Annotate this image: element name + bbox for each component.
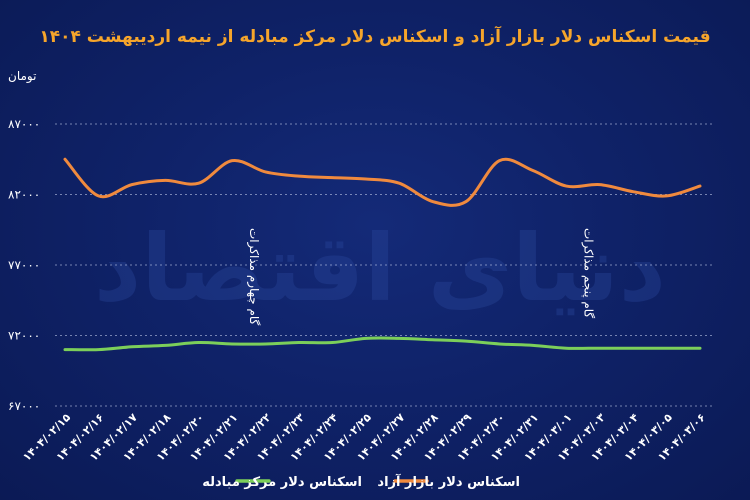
y-tick-label: ۶۷۰۰۰ <box>8 399 40 413</box>
legend: اسکناس دلار بازار آزاد اسکناس دلار مرکز م… <box>202 473 520 490</box>
x-axis-ticks: ۱۴۰۴/۰۲/۱۵۱۴۰۴/۰۲/۱۶۱۴۰۴/۰۲/۱۷۱۴۰۴/۰۲/۱۸… <box>20 411 708 464</box>
annotation-label: گام پنجم مذاکرات <box>580 228 595 318</box>
annotations: گام چهارم مذاکرات گام پنجم مذاکرات <box>246 228 595 326</box>
legend-label: اسکناس دلار بازار آزاد <box>377 473 520 490</box>
y-tick-label: ۸۲۰۰۰ <box>8 188 40 202</box>
legend-label: اسکناس دلار مرکز مبادله <box>202 475 362 490</box>
y-tick-label: ۷۲۰۰۰ <box>8 329 40 343</box>
y-tick-label: ۸۷۰۰۰ <box>8 117 40 131</box>
annotation-label: گام چهارم مذاکرات <box>246 228 261 326</box>
gridlines <box>55 123 715 407</box>
series-line-1 <box>63 157 702 207</box>
watermark: دنیای اقتصاد <box>94 215 666 322</box>
series-line-2 <box>63 336 702 352</box>
y-tick-label: ۷۷۰۰۰ <box>8 258 40 272</box>
y-axis-ticks: ۸۷۰۰۰ ۸۲۰۰۰ ۷۷۰۰۰ ۷۲۰۰۰ ۶۷۰۰۰ <box>8 117 40 413</box>
chart-title: قیمت اسکناس دلار بازار آزاد و اسکناس دلا… <box>39 25 710 47</box>
series-lines <box>63 157 702 352</box>
y-axis-unit: تومان <box>8 69 36 84</box>
